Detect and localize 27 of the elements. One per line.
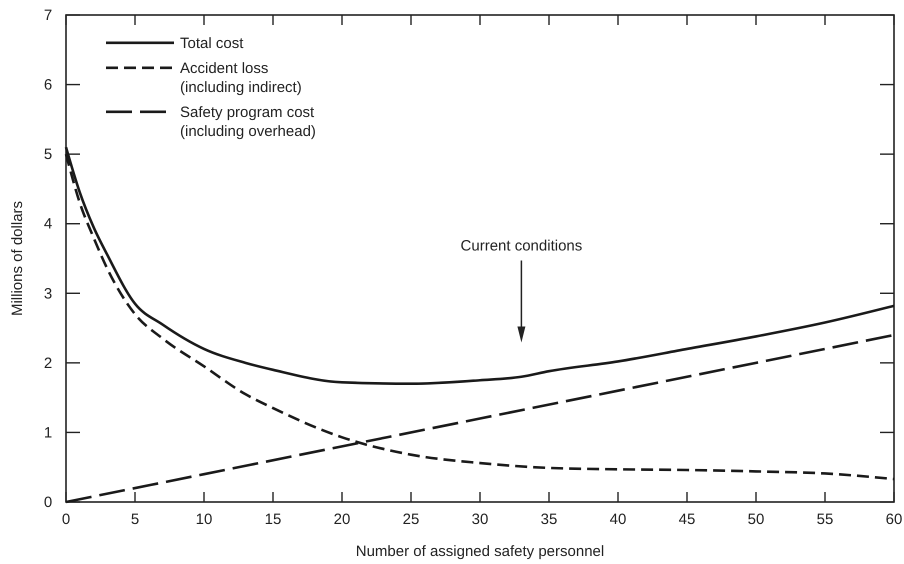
x-tick-label: 50 — [748, 511, 764, 528]
x-tick-label: 35 — [540, 511, 558, 528]
x-tick-label: 10 — [196, 511, 212, 528]
x-tick-label: 15 — [264, 511, 282, 528]
y-tick-label: 4 — [44, 216, 52, 233]
y-tick-label: 0 — [44, 494, 52, 511]
y-tick-label: 7 — [44, 7, 52, 24]
y-axis-title: Millions of dollars — [9, 200, 26, 316]
x-tick-label: 55 — [816, 511, 834, 528]
legend-label: Safety program cost (including overhead) — [180, 104, 316, 140]
y-tick-label: 6 — [44, 76, 52, 94]
x-axis-title: Number of assigned safety personnel — [356, 543, 604, 560]
y-tick-label: 2 — [44, 354, 52, 372]
y-tick-label: 3 — [44, 285, 52, 302]
legend-label: Total cost — [180, 34, 244, 52]
x-tick-label: 60 — [886, 511, 902, 528]
x-tick-label: 5 — [130, 511, 140, 528]
y-tick-label: 5 — [44, 146, 52, 164]
x-tick-label: 30 — [472, 511, 488, 528]
x-tick-label: 0 — [62, 511, 70, 528]
legend-label: Accident loss (including indirect) — [180, 60, 302, 96]
x-tick-label: 45 — [678, 511, 696, 528]
x-tick-label: 20 — [334, 511, 350, 528]
x-tick-label: 40 — [610, 511, 626, 528]
y-tick-label: 1 — [44, 424, 52, 442]
x-tick-label: 25 — [402, 511, 420, 528]
annotation: Current conditions — [460, 238, 582, 254]
